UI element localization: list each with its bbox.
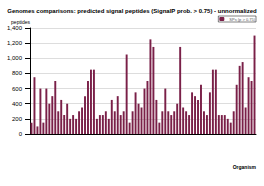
svg-text:400: 400: [12, 101, 23, 107]
svg-text:1,200: 1,200: [7, 40, 23, 46]
svg-text:Organism: Organism: [233, 164, 257, 170]
svg-text:SPs (p > 0.75): SPs (p > 0.75): [229, 17, 255, 22]
svg-text:600: 600: [12, 86, 23, 92]
svg-text:800: 800: [12, 70, 23, 76]
svg-text:1,400: 1,400: [7, 25, 23, 31]
svg-text:200: 200: [12, 116, 23, 122]
svg-text:Genomes comparisons: predicted: Genomes comparisons: predicted signal pe…: [7, 8, 257, 14]
svg-text:peptides: peptides: [11, 19, 30, 25]
svg-text:0: 0: [19, 131, 23, 137]
svg-text:1,000: 1,000: [7, 55, 23, 61]
